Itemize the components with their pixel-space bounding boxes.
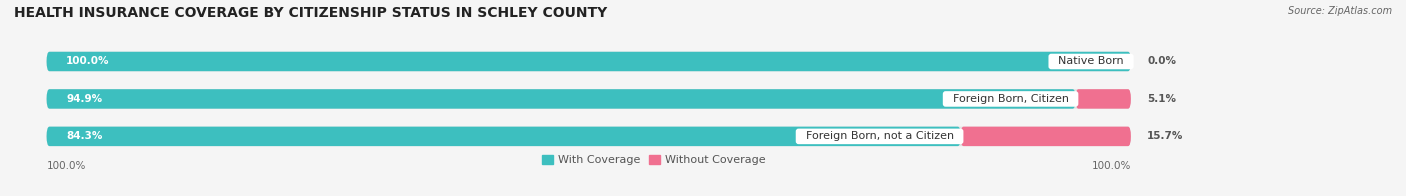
FancyBboxPatch shape	[46, 52, 1130, 71]
Text: 100.0%: 100.0%	[1091, 161, 1130, 171]
Text: 0.0%: 0.0%	[1147, 56, 1177, 66]
Legend: With Coverage, Without Coverage: With Coverage, Without Coverage	[543, 155, 765, 165]
FancyBboxPatch shape	[46, 127, 960, 146]
FancyBboxPatch shape	[46, 89, 1076, 109]
Text: HEALTH INSURANCE COVERAGE BY CITIZENSHIP STATUS IN SCHLEY COUNTY: HEALTH INSURANCE COVERAGE BY CITIZENSHIP…	[14, 6, 607, 20]
Text: Foreign Born, Citizen: Foreign Born, Citizen	[946, 94, 1076, 104]
FancyBboxPatch shape	[46, 127, 1130, 146]
Text: Source: ZipAtlas.com: Source: ZipAtlas.com	[1288, 6, 1392, 16]
FancyBboxPatch shape	[1076, 89, 1130, 109]
Text: 5.1%: 5.1%	[1147, 94, 1177, 104]
FancyBboxPatch shape	[46, 52, 1130, 71]
Text: 100.0%: 100.0%	[46, 161, 86, 171]
Text: Foreign Born, not a Citizen: Foreign Born, not a Citizen	[799, 131, 960, 141]
Text: 15.7%: 15.7%	[1147, 131, 1184, 141]
Text: 100.0%: 100.0%	[66, 56, 110, 66]
FancyBboxPatch shape	[960, 127, 1130, 146]
FancyBboxPatch shape	[46, 89, 1130, 109]
Text: Native Born: Native Born	[1052, 56, 1130, 66]
Text: 94.9%: 94.9%	[66, 94, 103, 104]
Text: 84.3%: 84.3%	[66, 131, 103, 141]
